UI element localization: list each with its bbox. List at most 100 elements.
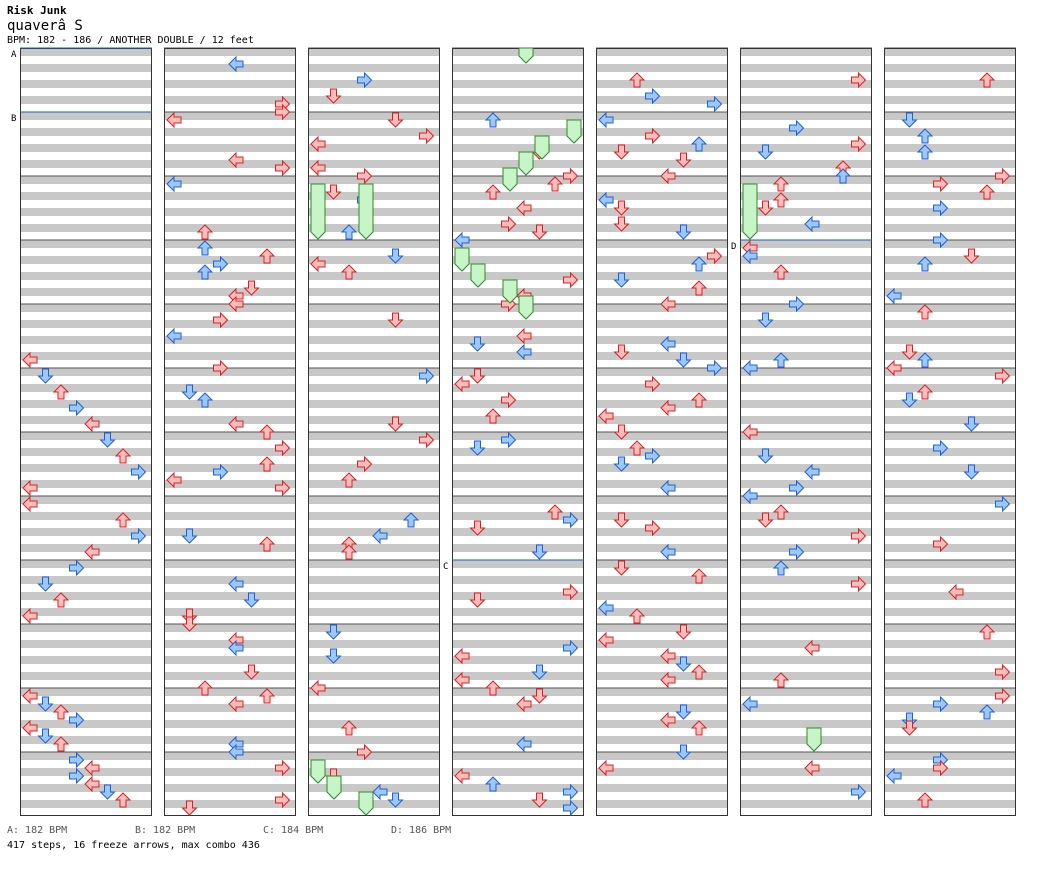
beat-stripe <box>596 96 728 104</box>
beat-stripe <box>740 112 872 120</box>
up-arrow-icon <box>196 240 214 256</box>
beat-stripe <box>20 624 152 632</box>
beat-stripe <box>452 288 584 296</box>
up-arrow-icon <box>978 624 996 640</box>
right-arrow-icon <box>563 783 579 801</box>
beat-stripe <box>884 736 1016 744</box>
down-arrow-icon <box>531 664 548 680</box>
up-arrow-icon <box>690 568 708 584</box>
right-arrow-icon <box>419 127 435 145</box>
right-arrow-icon <box>563 799 579 817</box>
beat-stripe <box>308 288 440 296</box>
beat-stripe <box>164 112 296 120</box>
beat-stripe <box>452 496 584 504</box>
beat-stripe <box>308 464 440 472</box>
right-arrow-icon <box>357 743 373 761</box>
down-arrow-icon <box>901 720 918 736</box>
left-arrow-icon <box>228 575 244 593</box>
beat-stripe <box>20 128 152 136</box>
down-arrow-icon <box>37 728 54 744</box>
beat-stripe <box>452 416 584 424</box>
beat-stripe <box>20 800 152 808</box>
beat-stripe <box>740 480 872 488</box>
down-arrow-icon <box>531 792 548 808</box>
right-arrow-icon <box>213 311 229 329</box>
beat-stripe <box>20 736 152 744</box>
right-arrow-icon <box>69 711 85 729</box>
up-arrow-icon <box>772 176 790 192</box>
left-arrow-icon <box>660 711 676 729</box>
beat-stripe <box>164 336 296 344</box>
left-arrow-icon <box>660 647 676 665</box>
left-arrow-icon <box>660 543 676 561</box>
beat-stripe <box>164 656 296 664</box>
bpm-marker-label: D <box>731 242 736 252</box>
beat-stripe <box>452 512 584 520</box>
down-arrow-icon <box>469 368 486 384</box>
beat-stripe <box>740 272 872 280</box>
beat-stripe <box>884 672 1016 680</box>
up-arrow-icon <box>114 448 132 464</box>
down-arrow-icon <box>901 344 918 360</box>
left-arrow-icon <box>166 111 182 129</box>
up-arrow-icon <box>916 144 934 160</box>
beat-stripe <box>452 704 584 712</box>
left-arrow-icon <box>166 471 182 489</box>
beat-stripe <box>164 384 296 392</box>
freeze-arrow-icon <box>454 247 470 272</box>
right-arrow-icon <box>995 663 1011 681</box>
beat-stripe <box>452 480 584 488</box>
beat-stripe <box>164 144 296 152</box>
down-arrow-icon <box>387 792 404 808</box>
freeze-arrow-icon <box>358 183 374 240</box>
beat-stripe <box>452 272 584 280</box>
up-arrow-icon <box>196 224 214 240</box>
down-arrow-icon <box>757 448 774 464</box>
freeze-arrow-icon <box>742 183 758 240</box>
beat-stripe <box>308 784 440 792</box>
up-arrow-icon <box>402 512 420 528</box>
down-arrow-icon <box>531 544 548 560</box>
freeze-arrow-icon <box>534 135 550 160</box>
left-arrow-icon <box>742 695 758 713</box>
beat-stripe <box>740 400 872 408</box>
beat-stripe <box>308 608 440 616</box>
beat-stripe <box>452 608 584 616</box>
right-arrow-icon <box>851 71 867 89</box>
up-arrow-icon <box>772 352 790 368</box>
beat-stripe <box>884 576 1016 584</box>
beat-stripe <box>452 192 584 200</box>
right-arrow-icon <box>995 687 1011 705</box>
beat-stripe <box>452 128 584 136</box>
down-arrow-icon <box>675 704 692 720</box>
beat-stripe <box>308 576 440 584</box>
beat-stripe <box>20 160 152 168</box>
right-arrow-icon <box>933 199 949 217</box>
down-arrow-icon <box>469 592 486 608</box>
beat-stripe <box>164 320 296 328</box>
beat-stripe <box>596 464 728 472</box>
beat-stripe <box>740 656 872 664</box>
right-arrow-icon <box>933 759 949 777</box>
beat-stripe <box>452 256 584 264</box>
beat-stripe <box>740 544 872 552</box>
left-arrow-icon <box>372 527 388 545</box>
beat-stripe <box>884 256 1016 264</box>
beat-stripe <box>20 592 152 600</box>
beat-stripe <box>452 528 584 536</box>
beat-stripe <box>20 48 152 56</box>
beat-stripe <box>740 528 872 536</box>
beat-stripe <box>20 784 152 792</box>
left-arrow-icon <box>886 287 902 305</box>
left-arrow-icon <box>228 55 244 73</box>
freeze-arrow-icon <box>518 151 534 176</box>
beat-stripe <box>164 224 296 232</box>
beat-stripe <box>740 208 872 216</box>
beat-stripe <box>308 736 440 744</box>
right-arrow-icon <box>69 767 85 785</box>
right-arrow-icon <box>419 431 435 449</box>
beat-stripe <box>596 640 728 648</box>
up-arrow-icon <box>546 176 564 192</box>
beat-stripe <box>452 752 584 760</box>
beat-stripe <box>596 576 728 584</box>
